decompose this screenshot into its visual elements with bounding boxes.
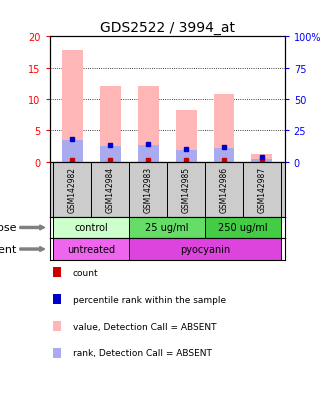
Bar: [205, 162, 243, 217]
Text: 25 ug/ml: 25 ug/ml: [145, 223, 189, 233]
Text: dose: dose: [0, 223, 17, 233]
Text: rank, Detection Call = ABSENT: rank, Detection Call = ABSENT: [73, 349, 212, 358]
Bar: [176, 151, 197, 162]
Bar: [100, 147, 121, 162]
Bar: [252, 159, 272, 162]
Bar: [205, 217, 281, 239]
Text: GSM142985: GSM142985: [182, 167, 191, 213]
Text: control: control: [74, 223, 108, 233]
Title: GDS2522 / 3994_at: GDS2522 / 3994_at: [100, 21, 235, 35]
Bar: [53, 217, 129, 239]
Text: GSM142983: GSM142983: [144, 167, 153, 213]
Text: GSM142987: GSM142987: [258, 167, 266, 213]
Text: pyocyanin: pyocyanin: [180, 244, 230, 254]
Text: count: count: [73, 268, 98, 277]
Bar: [252, 155, 272, 162]
Bar: [53, 239, 129, 260]
Bar: [213, 95, 234, 162]
Bar: [167, 162, 205, 217]
Text: GSM142986: GSM142986: [219, 167, 228, 213]
Text: agent: agent: [0, 244, 17, 254]
Bar: [129, 162, 167, 217]
Text: GSM142984: GSM142984: [106, 167, 115, 213]
Bar: [129, 217, 205, 239]
Bar: [91, 162, 129, 217]
Bar: [213, 149, 234, 162]
Bar: [100, 87, 121, 162]
Text: GSM142982: GSM142982: [68, 167, 77, 213]
Text: percentile rank within the sample: percentile rank within the sample: [73, 295, 226, 304]
Text: 250 ug/ml: 250 ug/ml: [218, 223, 268, 233]
Bar: [243, 162, 281, 217]
Bar: [53, 162, 91, 217]
Text: untreated: untreated: [67, 244, 116, 254]
Text: value, Detection Call = ABSENT: value, Detection Call = ABSENT: [73, 322, 216, 331]
Bar: [62, 140, 83, 162]
Bar: [129, 239, 281, 260]
Bar: [176, 111, 197, 162]
Bar: [62, 51, 83, 162]
Bar: [138, 87, 159, 162]
Bar: [138, 145, 159, 162]
